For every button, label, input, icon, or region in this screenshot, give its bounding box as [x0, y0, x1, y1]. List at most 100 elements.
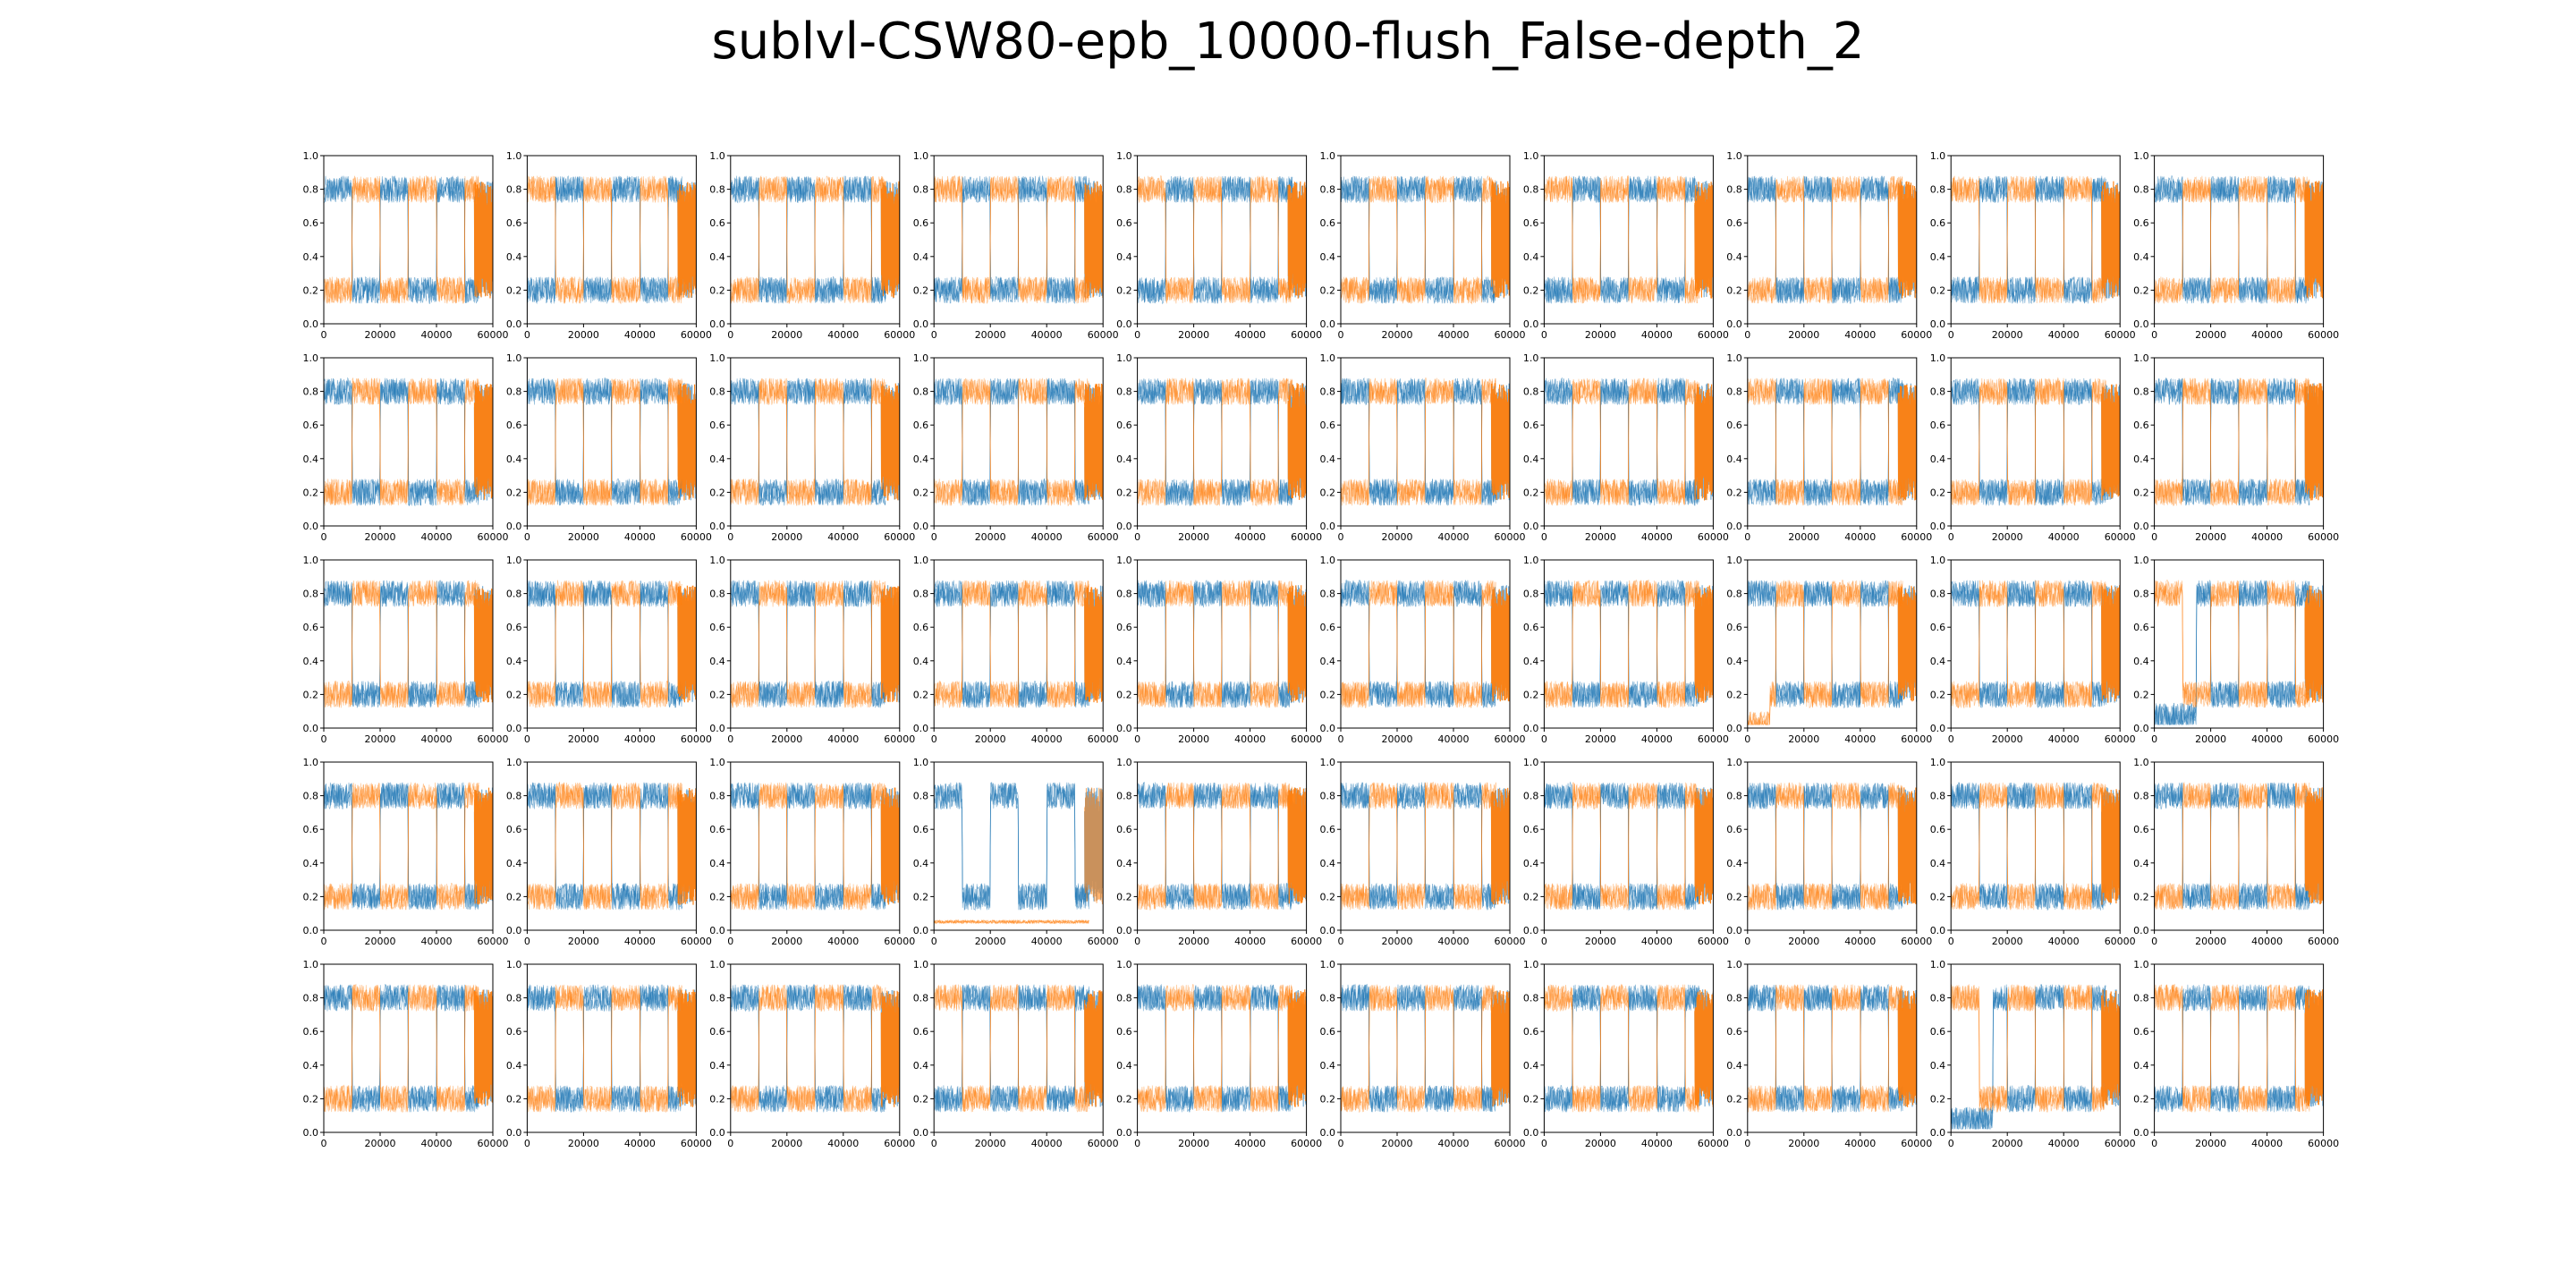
y-tick-label: 0.8 [1320, 791, 1336, 802]
y-tick-label: 0.4 [303, 453, 319, 465]
series-b-line [2154, 377, 2310, 507]
series-b-line [1544, 782, 1700, 911]
panel-plot-area [1951, 983, 2121, 1131]
panel-plot-area [1951, 782, 2121, 911]
y-tick-label: 0.4 [2133, 656, 2149, 667]
panel-3-10: 0.0 0.2 0.4 0.6 0.8 1.0 0 20000 40000 60000 [2133, 555, 2339, 745]
panel-plot-area [730, 377, 900, 506]
x-tick-label: 60000 [884, 1138, 915, 1149]
series-b-line [730, 983, 886, 1113]
panel-frame [1137, 357, 1308, 527]
y-tick-label: 0.8 [913, 589, 929, 600]
y-tick-label: 0.0 [1523, 925, 1539, 936]
y-tick-label: 0.0 [1726, 925, 1742, 936]
series-b-line [2154, 176, 2310, 305]
x-tick-label: 0 [524, 936, 530, 947]
y-tick-label: 0.0 [709, 925, 725, 936]
y-tick-label: 0.6 [303, 419, 319, 431]
y-tick-label: 1.0 [913, 757, 929, 768]
x-tick-label: 0 [1134, 1138, 1140, 1149]
series-b-line [527, 580, 682, 708]
series-b-line [934, 175, 1089, 304]
panel-frame [1137, 559, 1308, 729]
y-tick-label: 0.4 [1930, 1060, 1946, 1072]
panel-frame [323, 357, 494, 527]
y-tick-label: 0.0 [1930, 925, 1946, 936]
panel-plot-area [730, 174, 900, 304]
series-a-line [2154, 175, 2310, 304]
y-tick-label: 1.0 [1523, 352, 1539, 364]
series-b-line [1747, 175, 1903, 304]
series-b-line [1747, 782, 1903, 911]
panel-plot-area [324, 174, 493, 304]
series-b-line [934, 580, 1089, 708]
series-b-line [1747, 985, 1903, 1112]
x-tick-label: 20000 [1788, 733, 1819, 745]
x-tick-label: 0 [1134, 531, 1140, 543]
series-b-line [730, 783, 886, 911]
x-tick-label: 60000 [1291, 531, 1322, 543]
series-b-line [527, 984, 682, 1113]
y-tick-label: 0.6 [709, 1026, 725, 1038]
y-tick-label: 0.8 [1930, 993, 1946, 1004]
series-b-line [1747, 175, 1903, 304]
y-tick-label: 0.6 [1930, 1026, 1946, 1038]
series-a-line [2154, 782, 2310, 911]
y-tick-label: 0.2 [1523, 689, 1539, 700]
y-tick-label: 0.0 [1320, 1127, 1336, 1139]
y-tick-label: 1.0 [2133, 150, 2149, 162]
series-a-line [1544, 580, 1700, 708]
series-a-line [1747, 377, 1903, 506]
x-tick-label: 60000 [1088, 936, 1119, 947]
y-tick-label: 1.0 [709, 555, 725, 566]
x-tick-label: 0 [1338, 1138, 1344, 1149]
series-b-line [2154, 580, 2310, 708]
series-b-line [1137, 782, 1293, 911]
x-tick-label: 40000 [1844, 329, 1876, 341]
panel-2-4: 0.0 0.2 0.4 0.6 0.8 1.0 0 20000 40000 60000 [913, 352, 1119, 543]
y-tick-label: 0.2 [1930, 487, 1946, 498]
panel-plot-area [324, 580, 493, 708]
panel-frame [1543, 963, 1714, 1133]
series-b-line [324, 782, 479, 911]
panel-plot-area [1747, 983, 1917, 1114]
x-tick-label: 60000 [681, 733, 712, 745]
panel-plot-area [934, 377, 1104, 507]
x-tick-label: 0 [321, 329, 327, 341]
y-tick-label: 0.2 [1726, 1093, 1742, 1105]
x-tick-label: 40000 [421, 936, 453, 947]
panel-frame [933, 357, 1104, 527]
series-b-line [1544, 175, 1700, 304]
y-tick-label: 0.6 [1320, 622, 1336, 633]
series-b-line [1137, 175, 1293, 304]
y-tick-label: 0.0 [1930, 1127, 1946, 1139]
figure-title: sublvl-CSW80-epb_10000-flush_False-depth… [711, 13, 1865, 71]
series-b-line [1951, 175, 2106, 304]
series-b-tail [880, 990, 900, 1107]
x-tick-label: 20000 [568, 733, 599, 745]
y-tick-label: 0.2 [913, 284, 929, 296]
x-tick-label: 40000 [827, 936, 859, 947]
y-tick-label: 0.0 [506, 521, 522, 532]
y-tick-label: 0.4 [1523, 251, 1539, 263]
series-b-line [730, 984, 886, 1113]
series-b-line [324, 377, 479, 506]
panel-4-10: 0.0 0.2 0.4 0.6 0.8 1.0 0 20000 40000 60000 [2133, 757, 2339, 947]
x-tick-label: 40000 [1641, 531, 1673, 543]
panel-4-6: 0.0 0.2 0.4 0.6 0.8 1.0 0 20000 40000 60000 [1320, 757, 1526, 947]
series-b-line [1544, 580, 1700, 708]
y-tick-label: 0.8 [709, 993, 725, 1004]
panel-2-5: 0.0 0.2 0.4 0.6 0.8 1.0 0 20000 40000 60000 [1116, 352, 1322, 543]
x-tick-label: 40000 [1031, 936, 1063, 947]
y-tick-label: 0.2 [1930, 891, 1946, 902]
series-b-line [730, 377, 886, 506]
panel-frame [1340, 155, 1511, 325]
y-tick-label: 1.0 [1523, 555, 1539, 566]
y-tick-label: 0.4 [2133, 453, 2149, 465]
series-b-line [1747, 580, 1903, 725]
y-tick-label: 0.2 [1523, 284, 1539, 296]
series-b-line [934, 984, 1089, 1113]
series-b-line [1341, 579, 1496, 708]
series-b-line [527, 781, 682, 911]
